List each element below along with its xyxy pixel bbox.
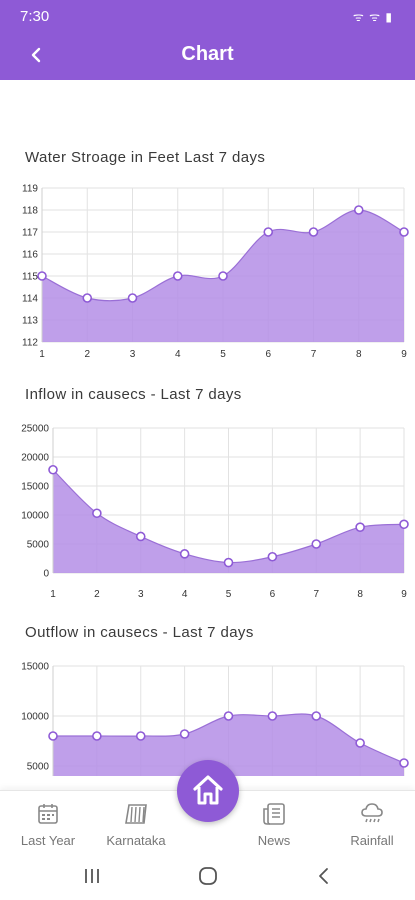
data-point xyxy=(267,551,278,562)
x-tick-label: 6 xyxy=(270,589,276,600)
rain-cloud-icon xyxy=(361,803,383,823)
data-point xyxy=(223,711,234,721)
back-icon[interactable] xyxy=(312,866,336,886)
home-circle-icon[interactable] xyxy=(196,866,220,886)
x-tick-label: 3 xyxy=(138,589,144,600)
app-bar: Chart xyxy=(0,32,415,80)
nav-label: Rainfall xyxy=(350,833,394,848)
dam-icon xyxy=(125,804,147,824)
x-tick-label: 8 xyxy=(356,349,362,360)
y-tick-label: 5000 xyxy=(27,762,50,773)
y-tick-label: 118 xyxy=(22,206,38,217)
outflow-chart: 5000 10000 15000 xyxy=(21,662,409,776)
nav-karnataka[interactable]: Karnataka xyxy=(96,801,176,848)
x-tick-label: 8 xyxy=(357,589,363,600)
x-tick-label: 5 xyxy=(220,349,226,360)
nav-label: Last Year xyxy=(20,833,76,848)
data-point xyxy=(82,293,93,303)
x-tick-label: 5 xyxy=(226,589,232,600)
data-point xyxy=(399,758,409,768)
x-tick-label: 4 xyxy=(175,349,181,360)
data-point xyxy=(223,557,234,568)
data-point xyxy=(311,711,322,721)
x-tick-label: 9 xyxy=(401,589,407,600)
data-point xyxy=(48,731,58,741)
home-button[interactable] xyxy=(177,760,239,822)
y-tick-label: 117 xyxy=(22,228,38,239)
data-point xyxy=(355,522,365,532)
nav-rainfall[interactable]: Rainfall xyxy=(332,801,412,848)
x-tick-label: 3 xyxy=(130,349,136,360)
x-tick-label: 1 xyxy=(39,349,45,360)
data-point xyxy=(263,227,274,237)
outflow-chart-title: Outflow in causecs - Last 7 days xyxy=(25,624,254,641)
y-tick-label: 115 xyxy=(22,272,38,283)
nav-label: Karnataka xyxy=(106,833,166,848)
data-point xyxy=(135,531,146,542)
data-point xyxy=(399,519,409,530)
x-tick-label: 9 xyxy=(401,349,407,360)
calendar-icon xyxy=(38,804,58,824)
data-point xyxy=(311,539,322,549)
inflow-chart: 0 5000 10000 15000 20000 25000 1 2 3 4 5 6 7 8 9 xyxy=(21,424,409,600)
data-point xyxy=(179,729,190,739)
x-tick-label: 2 xyxy=(84,349,90,360)
data-point xyxy=(48,464,58,475)
data-point xyxy=(218,271,228,281)
status-icons: ᯤ ᯤ ▮ xyxy=(352,10,393,24)
recents-icon[interactable] xyxy=(80,866,104,886)
y-tick-label: 112 xyxy=(22,338,38,349)
y-tick-label: 10000 xyxy=(21,712,49,723)
data-point xyxy=(92,508,102,519)
x-tick-label: 1 xyxy=(50,589,56,600)
y-tick-label: 20000 xyxy=(21,453,49,464)
data-point xyxy=(399,227,409,237)
y-tick-label: 116 xyxy=(22,250,38,261)
data-point xyxy=(92,731,102,741)
home-icon xyxy=(193,775,223,805)
data-point xyxy=(267,711,278,721)
y-tick-label: 10000 xyxy=(21,511,49,522)
data-point xyxy=(353,205,364,215)
x-tick-label: 2 xyxy=(94,589,100,600)
x-tick-label: 4 xyxy=(182,589,188,600)
area-fill xyxy=(53,714,404,776)
chevron-left-icon[interactable] xyxy=(22,40,52,70)
data-point xyxy=(179,549,190,559)
y-tick-label: 0 xyxy=(43,569,49,580)
system-navigation-bar xyxy=(0,850,415,900)
nav-label: News xyxy=(257,833,291,848)
page-title: Chart xyxy=(181,43,234,65)
data-point xyxy=(127,293,138,303)
nav-last-year[interactable]: Last Year xyxy=(8,801,88,848)
data-point xyxy=(37,271,47,281)
newspaper-icon xyxy=(263,803,285,825)
nav-news[interactable]: News xyxy=(234,801,314,848)
data-point xyxy=(135,731,146,741)
inflow-chart-title: Inflow in causecs - Last 7 days xyxy=(25,386,242,403)
y-tick-label: 15000 xyxy=(21,662,49,673)
x-tick-label: 7 xyxy=(313,589,319,600)
x-tick-label: 7 xyxy=(311,349,317,360)
storage-chart-title: Water Stroage in Feet Last 7 days xyxy=(25,149,266,166)
storage-chart: 112 113 114 115 116 117 118 119 1 2 3 4 5 6 7 8 9 xyxy=(22,184,409,360)
y-tick-label: 5000 xyxy=(27,540,50,551)
data-point xyxy=(308,227,319,237)
y-tick-label: 113 xyxy=(22,316,38,327)
y-tick-label: 114 xyxy=(22,294,38,305)
x-tick-label: 6 xyxy=(265,349,271,360)
data-point xyxy=(355,738,365,748)
data-point xyxy=(172,271,183,281)
y-tick-label: 25000 xyxy=(21,424,49,435)
y-tick-label: 119 xyxy=(22,184,38,195)
y-tick-label: 15000 xyxy=(21,482,49,493)
status-bar: 7:30 ᯤ ᯤ ▮ xyxy=(0,0,415,32)
status-time: 7:30 xyxy=(20,8,50,25)
